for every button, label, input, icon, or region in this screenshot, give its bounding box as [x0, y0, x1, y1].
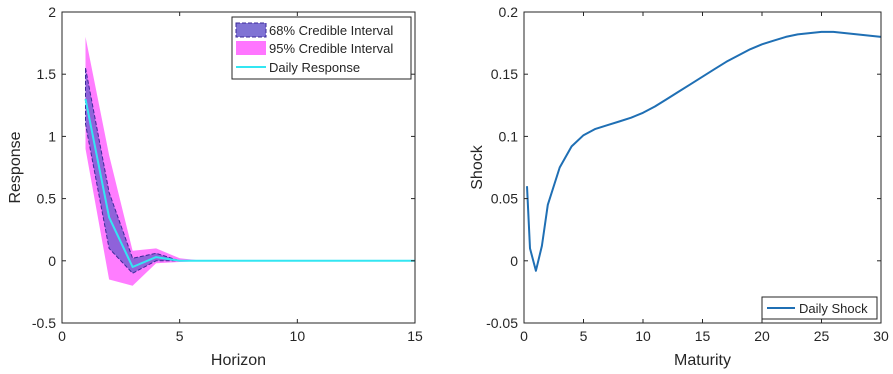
legend-swatch-95-interval — [236, 41, 266, 55]
x-tick-label-0: 0 — [520, 328, 528, 344]
band-series-0 — [85, 67, 415, 274]
legend-swatch-68-interval — [235, 22, 267, 38]
y-tick-label-2: 0.5 — [37, 191, 57, 207]
shock-axes-frame — [523, 11, 882, 324]
legend-label-daily-response: Daily Response — [269, 60, 360, 75]
y-tick-label-1: 0 — [510, 253, 518, 269]
line-series-0 — [526, 30, 882, 272]
shock-plot-area — [526, 30, 882, 272]
response-ticks: 0 5 10 15-0.500.511.52 — [32, 4, 423, 344]
x-tick-label-5: 25 — [814, 328, 830, 344]
response-plot-area — [84, 36, 415, 286]
y-tick-label-5: 0.2 — [499, 4, 519, 20]
y-tick-label-3: 1 — [48, 128, 56, 144]
x-tick-label-2: 10 — [635, 328, 651, 344]
y-tick-label-3: 0.1 — [499, 128, 519, 144]
response-y-axis-label: Response — [7, 131, 24, 203]
shock-x-axis-label: Maturity — [674, 352, 731, 369]
shock-y-axis-label: Shock — [469, 144, 486, 189]
y-tick-label-0: -0.05 — [486, 315, 518, 331]
response-legend: 68% Credible Interval 95% Credible Inter… — [231, 16, 412, 80]
x-tick-label-3: 15 — [407, 328, 423, 344]
y-tick-label-4: 0.15 — [491, 66, 518, 82]
x-tick-label-0: 0 — [58, 328, 66, 344]
x-tick-label-1: 5 — [176, 328, 184, 344]
y-tick-label-2: 0.05 — [491, 191, 518, 207]
x-tick-label-3: 15 — [695, 328, 711, 344]
legend-label-95-interval: 95% Credible Interval — [269, 41, 393, 56]
response-x-axis-label: Horizon — [211, 352, 266, 369]
response-axes-frame — [61, 11, 416, 324]
response-panel: 0 5 10 15-0.500.511.52 Horizon Response 68%… — [7, 4, 423, 369]
shock-legend: Daily Shock — [761, 296, 878, 320]
line-series-2 — [84, 98, 415, 268]
legend-label-daily-shock: Daily Shock — [799, 301, 868, 316]
y-tick-label-4: 1.5 — [37, 66, 57, 82]
x-tick-label-1: 5 — [580, 328, 588, 344]
band-series-1 — [85, 36, 415, 286]
y-tick-label-5: 2 — [48, 4, 56, 20]
x-tick-label-6: 30 — [873, 328, 889, 344]
y-tick-label-1: 0 — [48, 253, 56, 269]
shock-legend-box — [761, 296, 878, 320]
y-tick-label-0: -0.5 — [32, 315, 56, 331]
x-tick-label-4: 20 — [754, 328, 770, 344]
legend-label-68-interval: 68% Credible Interval — [269, 23, 393, 38]
x-tick-label-2: 10 — [290, 328, 306, 344]
